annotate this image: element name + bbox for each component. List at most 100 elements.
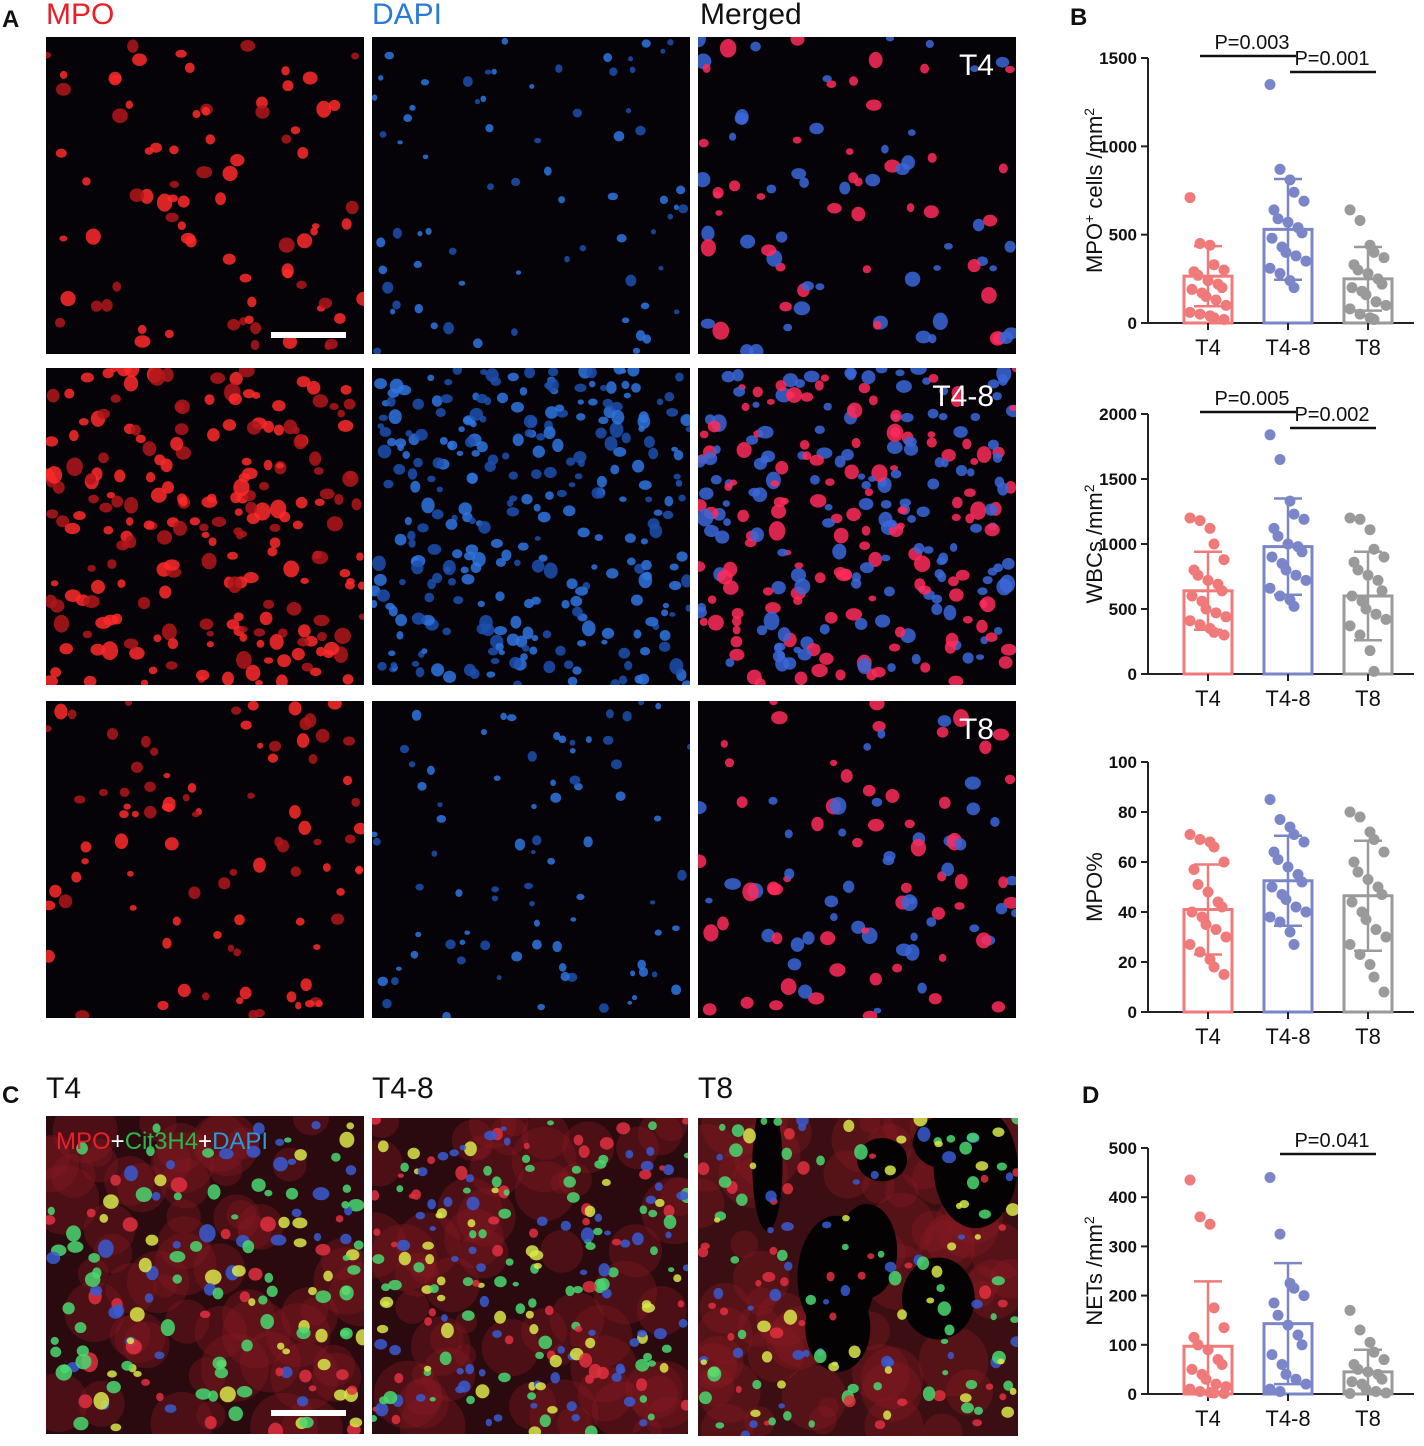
data-point xyxy=(1264,429,1276,441)
data-point xyxy=(1220,931,1232,943)
data-point xyxy=(1208,259,1220,271)
micrograph-dapi-t4 xyxy=(372,37,690,354)
data-point xyxy=(1378,1354,1390,1366)
legend-mpo: MPO xyxy=(56,1128,111,1155)
data-point xyxy=(1292,1329,1304,1341)
data-point xyxy=(1346,282,1358,294)
data-point xyxy=(1298,513,1310,525)
data-point xyxy=(1266,551,1278,563)
chart-mpo-percent: MPO% 0 20 40 60 80 100 T4 T4-8 T8 xyxy=(1082,753,1414,1049)
data-point xyxy=(1296,1339,1308,1351)
data-point xyxy=(1288,939,1300,950)
y-tick-label: 0 xyxy=(1128,1385,1137,1404)
p-value-label: P=0.003 xyxy=(1214,32,1289,54)
panel-letter-a: A xyxy=(2,6,20,33)
y-tick-label: 400 xyxy=(1109,1188,1137,1207)
data-point xyxy=(1194,834,1206,845)
data-point xyxy=(1276,1358,1288,1370)
x-tick-label: T4 xyxy=(1195,335,1221,360)
data-point xyxy=(1266,881,1278,893)
data-point xyxy=(1296,546,1308,558)
data-point xyxy=(1368,1346,1380,1358)
legend-plus-2: + xyxy=(198,1128,213,1155)
data-point xyxy=(1274,1228,1286,1240)
y-tick-label: 500 xyxy=(1109,600,1137,619)
scale-bar-c xyxy=(271,1410,346,1416)
row-label-t4: T4 xyxy=(958,49,994,82)
data-point xyxy=(1300,1378,1312,1390)
data-point xyxy=(1354,513,1366,525)
data-point xyxy=(1274,590,1286,602)
data-point xyxy=(1216,1358,1228,1370)
data-point xyxy=(1298,836,1310,848)
x-tick-label: T8 xyxy=(1355,686,1381,711)
data-point xyxy=(1360,289,1372,301)
data-point xyxy=(1376,1373,1388,1385)
data-point xyxy=(1378,252,1390,264)
data-point xyxy=(1296,227,1308,239)
data-point xyxy=(1290,901,1302,913)
data-point xyxy=(1346,590,1358,602)
data-point xyxy=(1354,629,1366,641)
p-value-label: P=0.005 xyxy=(1214,388,1289,410)
data-point xyxy=(1264,262,1276,274)
data-point xyxy=(1218,969,1230,980)
data-point xyxy=(1208,312,1220,324)
y-tick-label: 100 xyxy=(1109,753,1137,772)
data-point xyxy=(1354,811,1366,823)
data-point xyxy=(1380,931,1392,943)
data-point xyxy=(1288,600,1300,612)
data-point xyxy=(1376,889,1388,900)
data-point xyxy=(1210,294,1222,306)
x-tick-label: T4-8 xyxy=(1265,1406,1310,1431)
data-point xyxy=(1208,961,1220,973)
data-point xyxy=(1264,911,1276,923)
panel-letter-b: B xyxy=(1070,4,1088,31)
column-header-mpo: MPO xyxy=(46,0,115,31)
data-point xyxy=(1194,946,1206,958)
data-point xyxy=(1290,250,1302,262)
data-point xyxy=(1192,879,1204,890)
data-point xyxy=(1268,204,1280,216)
p-value-label: P=0.001 xyxy=(1294,48,1369,70)
micrograph-mpo-t4 xyxy=(46,37,364,354)
data-point xyxy=(1344,204,1356,216)
data-point xyxy=(1274,268,1286,280)
data-point xyxy=(1264,582,1276,594)
chart-nets: NETs /mm2 0 100 200 300 400 500 T4 T4-8 T8 P=0.041 xyxy=(1081,1130,1414,1431)
data-point xyxy=(1274,1386,1286,1398)
data-point xyxy=(1184,829,1196,840)
data-point xyxy=(1354,1324,1366,1336)
y-tick-label: 100 xyxy=(1109,1336,1137,1355)
data-point xyxy=(1184,615,1196,627)
data-point xyxy=(1368,971,1380,983)
data-point xyxy=(1344,1304,1356,1316)
data-point xyxy=(1200,291,1212,302)
data-point xyxy=(1378,986,1390,998)
data-point xyxy=(1184,306,1196,318)
y-axis-label: MPO+ cells /mm2 xyxy=(1081,108,1107,273)
panel-letter-c: C xyxy=(2,1082,20,1109)
legend-dapi: DAPI xyxy=(212,1128,269,1155)
x-tick-label: T4-8 xyxy=(1265,686,1310,711)
scale-bar xyxy=(271,332,346,338)
data-point xyxy=(1184,1174,1196,1186)
micrograph-net-t4: MPO+Cit3H4+DAPI xyxy=(46,1116,364,1434)
data-point xyxy=(1364,524,1376,536)
data-point xyxy=(1300,574,1312,586)
data-point xyxy=(1186,283,1198,295)
data-point xyxy=(1300,255,1312,267)
data-point xyxy=(1194,619,1206,631)
y-axis-label: MPO% xyxy=(1082,852,1107,922)
data-point xyxy=(1218,629,1230,641)
data-point xyxy=(1344,939,1356,950)
data-point xyxy=(1344,303,1356,315)
data-point xyxy=(1220,299,1232,311)
data-point xyxy=(1378,846,1390,858)
data-point xyxy=(1192,1339,1204,1351)
stain-legend: MPO+Cit3H4+DAPI xyxy=(56,1128,268,1156)
data-point xyxy=(1370,608,1382,620)
data-point xyxy=(1376,585,1388,597)
data-point xyxy=(1264,1383,1276,1395)
data-point xyxy=(1352,1363,1364,1375)
